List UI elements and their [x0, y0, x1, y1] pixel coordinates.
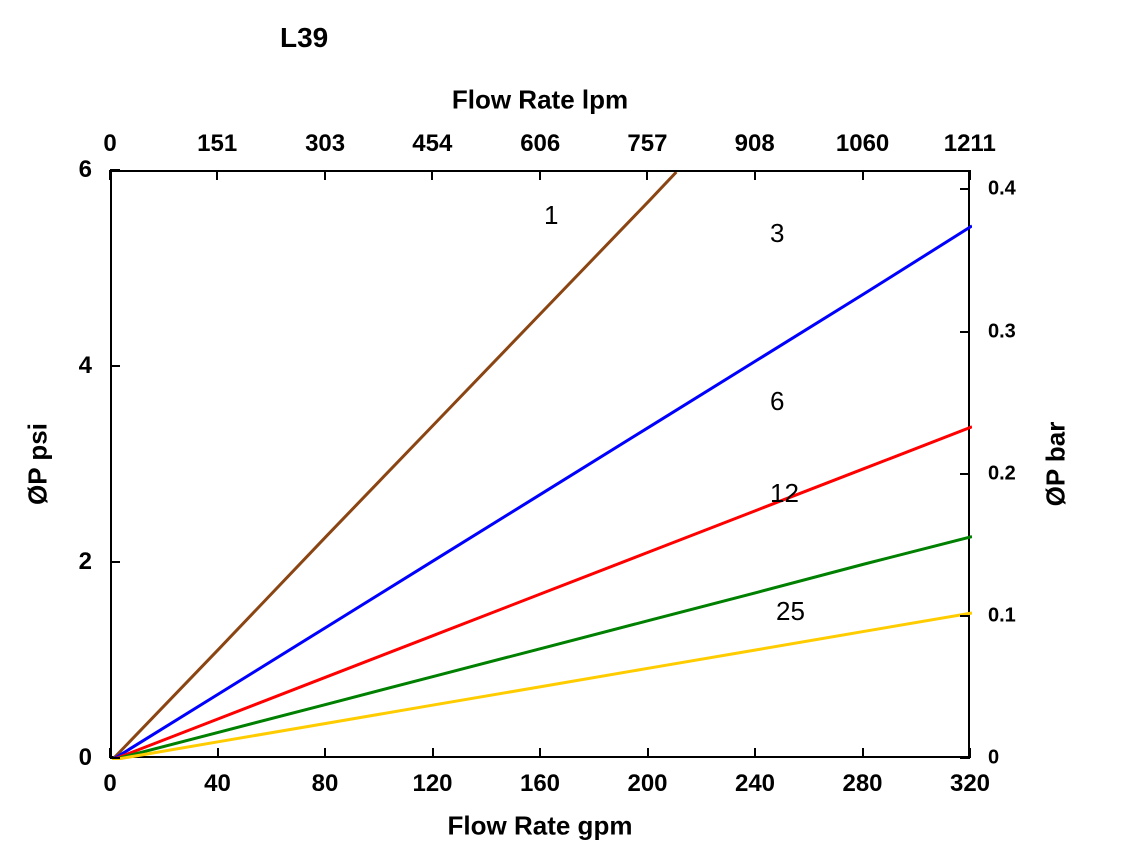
tick-label: 0 — [103, 770, 116, 798]
x-top-axis-label: Flow Rate lpm — [452, 85, 628, 116]
axis-tick — [969, 170, 971, 180]
axis-tick — [539, 748, 541, 758]
axis-tick — [960, 473, 970, 475]
tick-label: 0.4 — [988, 178, 1016, 201]
axis-tick — [110, 757, 120, 759]
axis-tick — [431, 170, 433, 180]
tick-label: 4 — [79, 352, 92, 380]
axis-tick — [754, 170, 756, 180]
tick-label: 0 — [79, 744, 92, 772]
series-label-1: 1 — [544, 200, 558, 231]
tick-label: 0 — [103, 130, 116, 158]
tick-label: 0.3 — [988, 320, 1016, 343]
axis-tick — [960, 331, 970, 333]
axis-tick — [109, 170, 111, 180]
tick-label: 0.2 — [988, 462, 1016, 485]
tick-label: 1211 — [944, 130, 996, 158]
tick-label: 160 — [520, 770, 560, 798]
axis-tick — [862, 748, 864, 758]
tick-label: 151 — [197, 130, 237, 158]
axis-tick — [217, 748, 219, 758]
series-label-25: 25 — [776, 596, 805, 627]
series-line-1 — [112, 172, 676, 760]
chart-lines-svg — [112, 172, 972, 760]
tick-label: 1060 — [836, 130, 889, 158]
axis-tick — [110, 169, 120, 171]
series-label-3: 3 — [770, 218, 784, 249]
series-line-3 — [112, 226, 972, 760]
tick-label: 908 — [735, 130, 775, 158]
tick-label: 40 — [204, 770, 231, 798]
tick-label: 606 — [520, 130, 560, 158]
chart-title: L39 — [280, 22, 328, 54]
tick-label: 757 — [627, 130, 667, 158]
tick-label: 6 — [79, 156, 92, 184]
axis-tick — [324, 748, 326, 758]
axis-tick — [539, 170, 541, 180]
chart-container: L39 Flow Rate lpm Flow Rate gpm ØP psi Ø… — [0, 0, 1122, 864]
axis-tick — [110, 365, 120, 367]
axis-tick — [324, 170, 326, 180]
tick-label: 200 — [627, 770, 667, 798]
tick-label: 80 — [312, 770, 339, 798]
axis-tick — [432, 748, 434, 758]
axis-tick — [960, 615, 970, 617]
tick-label: 280 — [842, 770, 882, 798]
tick-label: 0 — [988, 747, 999, 770]
series-line-25 — [112, 613, 972, 760]
axis-tick — [862, 170, 864, 180]
series-line-6 — [112, 427, 972, 760]
series-label-12: 12 — [770, 478, 799, 509]
series-label-6: 6 — [770, 386, 784, 417]
x-bottom-axis-label: Flow Rate gpm — [448, 811, 633, 842]
y-left-axis-label: ØP psi — [23, 423, 54, 505]
tick-label: 120 — [412, 770, 452, 798]
tick-label: 0.1 — [988, 604, 1016, 627]
plot-area — [110, 170, 970, 758]
tick-label: 454 — [412, 130, 452, 158]
series-line-12 — [112, 537, 972, 760]
tick-label: 303 — [305, 130, 345, 158]
axis-tick — [110, 561, 120, 563]
tick-label: 240 — [735, 770, 775, 798]
tick-label: 2 — [79, 548, 92, 576]
axis-tick — [960, 188, 970, 190]
axis-tick — [216, 170, 218, 180]
axis-tick — [754, 748, 756, 758]
axis-tick — [646, 170, 648, 180]
axis-tick — [960, 757, 970, 759]
axis-tick — [647, 748, 649, 758]
y-right-axis-label: ØP bar — [1041, 422, 1072, 507]
tick-label: 320 — [950, 770, 990, 798]
